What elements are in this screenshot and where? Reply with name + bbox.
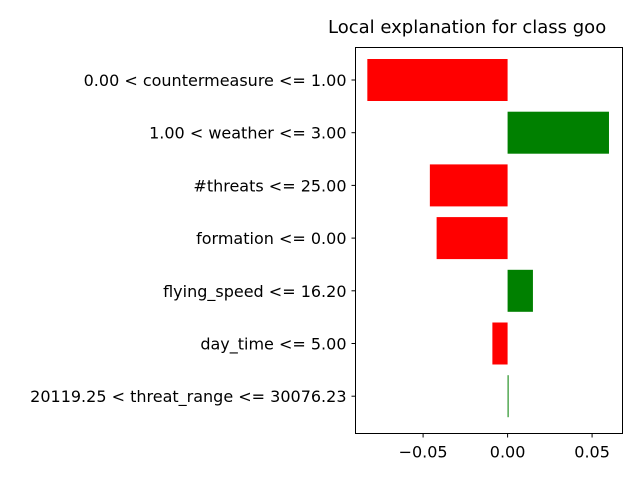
y-tick-label-4: flying_speed <= 16.20: [163, 282, 346, 302]
bar-6: [507, 375, 509, 418]
chart-title: Local explanation for class goo: [328, 17, 606, 38]
y-tick-label-2: #threats <= 25.00: [193, 176, 346, 195]
bar-0: [367, 59, 508, 101]
x-tick-label-1: 0.00: [490, 443, 526, 462]
y-tick-label-5: day_time <= 5.00: [200, 335, 346, 355]
bar-1: [507, 111, 609, 154]
x-tick-label-2: 0.05: [574, 443, 610, 462]
y-tick-labels: 0.00 < countermeasure <= 1.00 1.00 < weat…: [30, 71, 356, 407]
y-tick-label-1: 1.00 < weather <= 3.00: [149, 124, 346, 143]
y-tick-label-3: formation <= 0.00: [196, 229, 346, 248]
x-ticks: −0.05 0.00 0.05: [399, 433, 610, 462]
y-tick-label-6: 20119.25 < threat_range <= 30076.23: [30, 387, 346, 407]
x-tick-label-0: −0.05: [399, 443, 448, 462]
bar-3: [436, 217, 508, 260]
bar-5: [492, 322, 508, 365]
bars-group: [367, 59, 609, 418]
y-tick-label-0: 0.00 < countermeasure <= 1.00: [84, 71, 347, 90]
bar-4: [507, 269, 533, 312]
axes-frame: [355, 47, 623, 434]
bar-2: [429, 164, 508, 207]
